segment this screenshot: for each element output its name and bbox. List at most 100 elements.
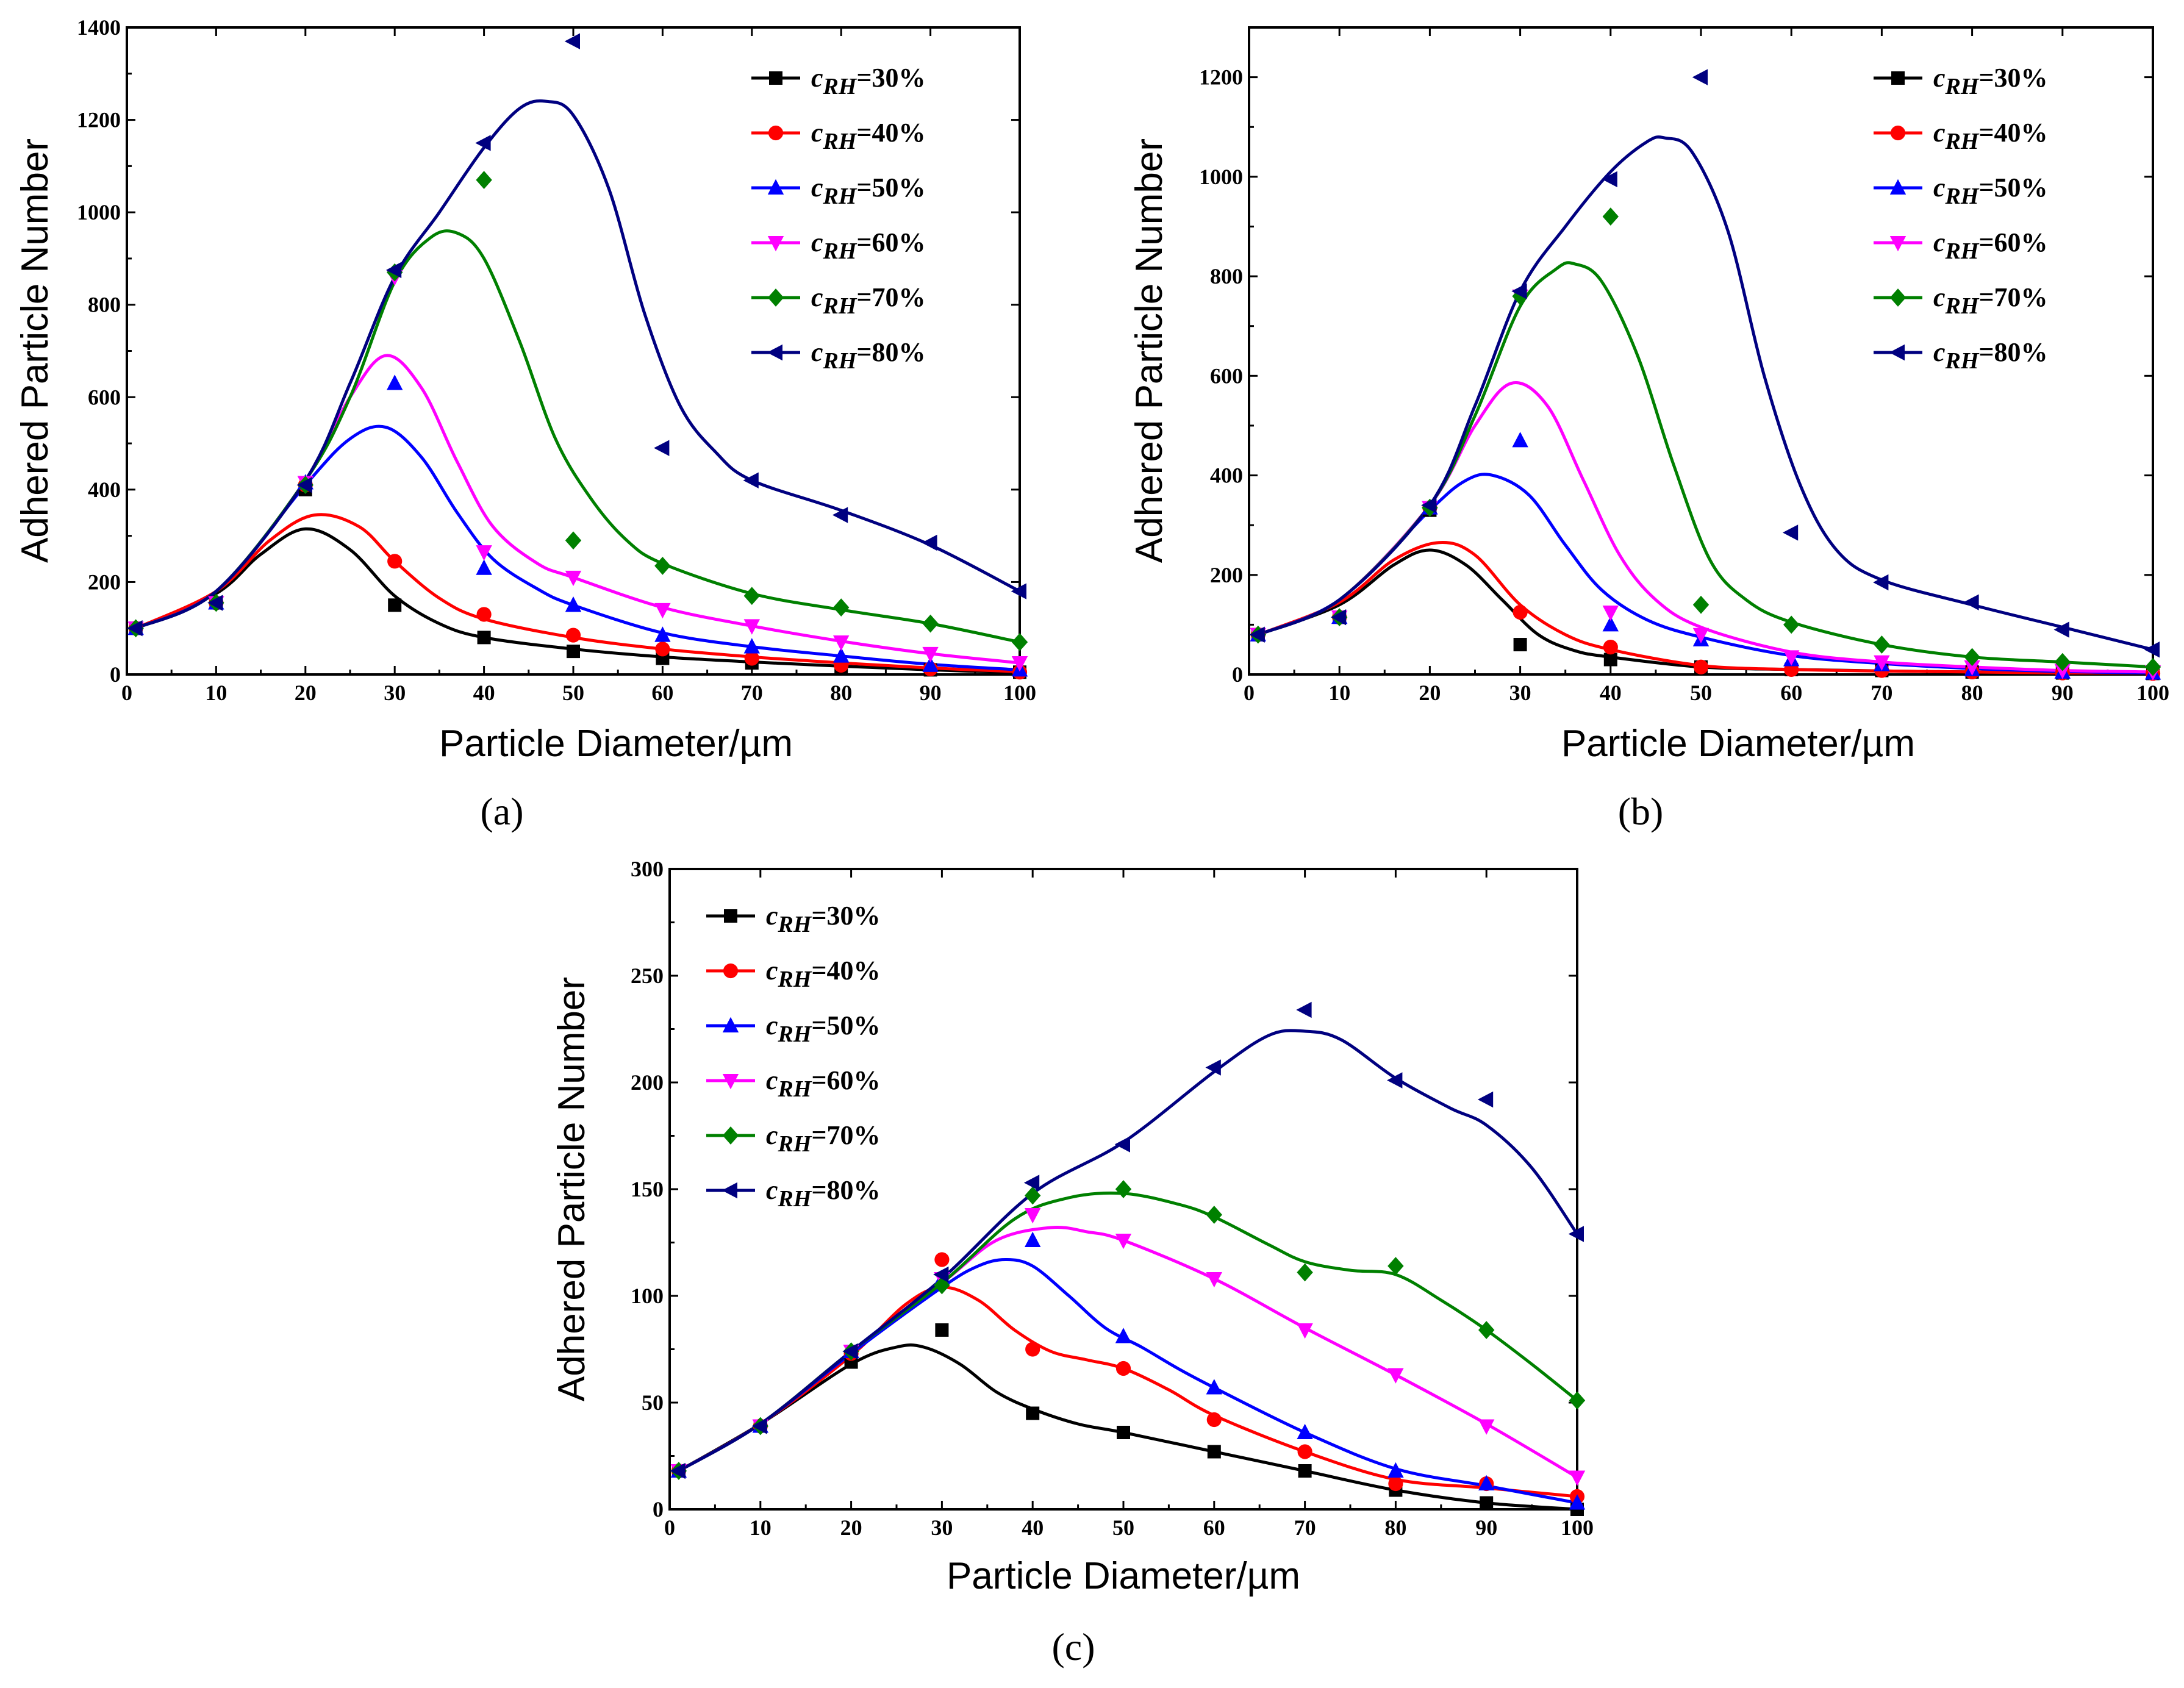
legend-label-rest: =40% xyxy=(811,956,880,985)
y-tick-label: 400 xyxy=(1210,463,1243,488)
data-point xyxy=(743,472,759,488)
x-tick-label: 90 xyxy=(2052,681,2074,705)
legend-marker xyxy=(1889,179,1907,195)
data-point xyxy=(751,1418,767,1434)
legend-label-rest: =70% xyxy=(1978,282,2047,312)
x-tick-label: 70 xyxy=(1294,1515,1316,1540)
legend-label-sub: RH xyxy=(778,912,812,937)
series-markers xyxy=(127,33,1026,637)
y-tick-label: 1000 xyxy=(1199,165,1243,189)
x-tick-label: 80 xyxy=(1384,1515,1406,1540)
data-point xyxy=(565,628,581,643)
data-point xyxy=(922,646,939,663)
y-tick-label: 600 xyxy=(88,385,121,409)
data-point xyxy=(1115,1180,1132,1198)
y-tick-label: 1200 xyxy=(77,108,121,132)
legend-label-sub: RH xyxy=(1945,238,1980,264)
data-point xyxy=(1480,1496,1494,1510)
legend-label-rest: =80% xyxy=(856,337,925,367)
data-point xyxy=(1206,1379,1222,1395)
x-axis-title: Particle Diameter/µm xyxy=(439,723,793,765)
y-tick-label: 50 xyxy=(642,1390,664,1415)
legend-marker xyxy=(768,125,784,141)
panel-label: (b) xyxy=(1618,790,1664,833)
data-point xyxy=(1693,659,1709,674)
data-point xyxy=(565,531,582,550)
data-point xyxy=(670,1462,686,1479)
data-point xyxy=(564,33,580,49)
data-point xyxy=(387,554,403,569)
legend-label-rest: =30% xyxy=(811,901,880,931)
y-tick-label: 200 xyxy=(631,1070,664,1095)
data-point xyxy=(743,638,760,654)
y-tick-label: 1400 xyxy=(77,15,121,40)
x-tick-label: 60 xyxy=(651,681,673,705)
legend-marker xyxy=(723,963,739,979)
chart-panel-b: 0 10 20 30 40 50 60 70 80 90 100020040060080010001… xyxy=(1128,26,2169,833)
series-markers xyxy=(671,1252,1585,1504)
data-point xyxy=(1298,1464,1312,1478)
legend-label: cRH=80% xyxy=(766,1175,881,1212)
legend-label-rest: =60% xyxy=(811,1065,880,1095)
legend-label-sub: RH xyxy=(823,293,857,319)
x-tick-label: 30 xyxy=(931,1515,953,1540)
x-tick-label: 20 xyxy=(840,1515,862,1540)
data-point xyxy=(476,171,492,189)
legend-label: cRH=40% xyxy=(1933,118,2048,154)
legend-label-main: c xyxy=(1933,337,1946,367)
legend-label-main: c xyxy=(1933,63,1946,93)
legend-label-main: c xyxy=(811,337,823,367)
legend-marker xyxy=(722,1126,739,1145)
legend-label-main: c xyxy=(766,1175,778,1205)
data-point xyxy=(2144,641,2160,658)
data-point xyxy=(1387,1072,1403,1089)
legend-label-sub: RH xyxy=(823,129,857,154)
y-tick-label: 100 xyxy=(631,1284,664,1308)
legend-label-rest: =60% xyxy=(1978,227,2047,257)
x-tick-label: 40 xyxy=(1022,1515,1044,1540)
legend-marker xyxy=(767,288,784,307)
legend-marker xyxy=(1890,125,1906,141)
legend-label-rest: =70% xyxy=(811,1120,880,1150)
data-point xyxy=(654,626,671,642)
legend-label-rest: =30% xyxy=(1978,63,2047,93)
x-axis-title: Particle Diameter/µm xyxy=(947,1555,1300,1597)
legend-label-main: c xyxy=(766,1010,778,1040)
data-point xyxy=(654,557,671,575)
data-point xyxy=(833,647,850,663)
data-point xyxy=(1513,638,1527,652)
x-tick-label: 50 xyxy=(1112,1515,1134,1540)
legend-marker xyxy=(767,236,784,252)
series-markers xyxy=(1249,69,2160,658)
data-point xyxy=(1387,1462,1404,1478)
fit-curve-circle xyxy=(678,1286,1577,1498)
panel-label: (c) xyxy=(1051,1625,1095,1668)
legend-label: cRH=50% xyxy=(811,173,926,209)
legend-label-rest: =50% xyxy=(811,1010,880,1040)
x-tick-label: 60 xyxy=(1780,681,1802,705)
y-tick-label: 200 xyxy=(1210,563,1243,587)
data-point xyxy=(922,656,939,672)
data-point xyxy=(565,570,582,587)
data-point xyxy=(654,440,670,456)
x-tick-label: 50 xyxy=(562,681,584,705)
data-point xyxy=(1026,1406,1040,1420)
legend-label-rest: =40% xyxy=(856,118,925,148)
legend-label-rest: =80% xyxy=(1978,337,2047,367)
data-point xyxy=(1297,1263,1313,1282)
x-tick-label: 40 xyxy=(1600,681,1622,705)
data-point xyxy=(127,620,143,637)
legend-label: cRH=80% xyxy=(811,337,926,374)
legend-label-rest: =70% xyxy=(856,282,925,312)
legend: cRH=30%cRH=40%cRH=50%cRH=60%cRH=70%cRH=8… xyxy=(751,63,926,374)
data-point xyxy=(832,507,848,523)
data-point xyxy=(1025,1186,1041,1205)
fit-curve-square xyxy=(1257,548,2153,674)
data-point xyxy=(1388,1476,1403,1492)
x-tick-label: 0 xyxy=(121,681,132,705)
legend-label-main: c xyxy=(1933,227,1946,257)
data-point xyxy=(1477,1091,1494,1108)
data-point xyxy=(934,1252,950,1267)
legend-marker xyxy=(1889,236,1907,252)
